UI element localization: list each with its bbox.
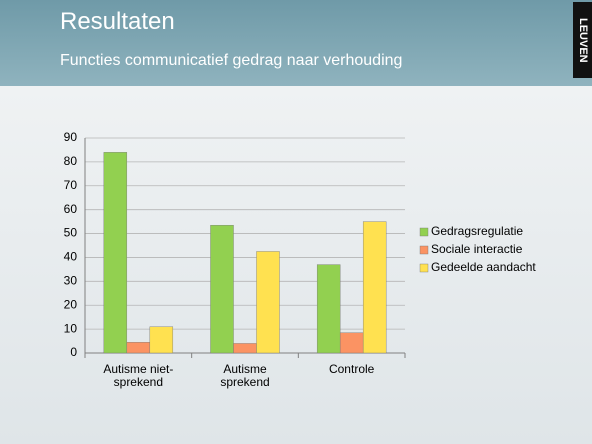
x-tick-label: Autisme niet-sprekend <box>103 362 174 389</box>
bar <box>339 332 364 354</box>
legend-swatch <box>419 263 429 273</box>
y-tick-label: 10 <box>64 321 78 335</box>
legend-swatch <box>419 245 429 255</box>
bar <box>256 251 280 354</box>
slide-title: Resultaten <box>60 8 175 35</box>
y-tick-label: 0 <box>70 345 77 359</box>
bar <box>210 224 234 354</box>
x-tick-label: Controle <box>328 362 375 376</box>
bar <box>103 152 128 354</box>
logo: LEUVEN <box>573 2 592 78</box>
bar <box>362 221 387 354</box>
y-tick-label: 60 <box>64 202 78 216</box>
bar <box>233 343 257 354</box>
y-tick-label: 30 <box>64 274 78 288</box>
y-tick-label: 90 <box>64 130 78 144</box>
bar <box>126 342 151 354</box>
header-band <box>0 0 592 86</box>
y-tick-label: 50 <box>64 226 78 240</box>
y-tick-label: 20 <box>64 297 78 311</box>
y-tick-label: 80 <box>64 154 78 168</box>
slide-subtitle: Functies communicatief gedrag naar verho… <box>60 52 403 69</box>
legend-label: Sociale interactie <box>431 242 523 256</box>
legend-label: Gedragsregulatie <box>431 224 523 238</box>
legend-swatch <box>419 227 429 237</box>
legend-label: Gedeelde aandacht <box>431 260 536 274</box>
y-tick-label: 40 <box>64 250 78 264</box>
bar <box>316 264 341 354</box>
bar <box>149 326 174 354</box>
x-tick-label: Autisme sprekend <box>220 362 270 389</box>
y-tick-label: 70 <box>64 178 78 192</box>
